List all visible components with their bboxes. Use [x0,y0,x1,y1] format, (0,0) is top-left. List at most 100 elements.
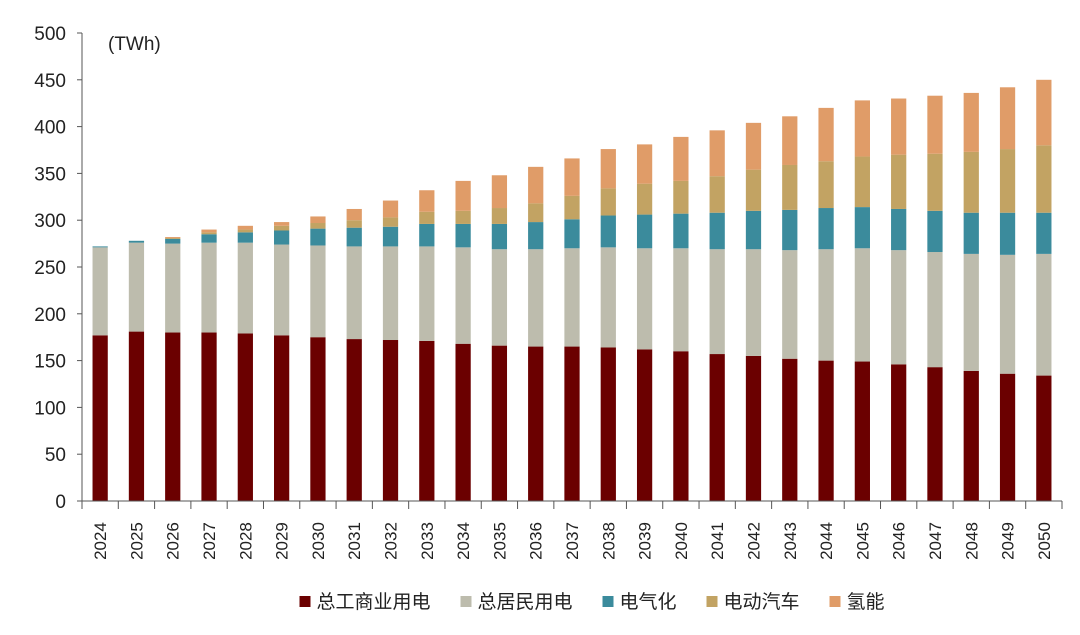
bar-segment [165,238,181,244]
bar-segment [310,223,326,229]
bar-segment [165,332,181,501]
bar-segment [745,355,762,501]
bar-segment [709,354,725,501]
bar-segment [491,175,508,209]
bar-segment [310,216,326,224]
bar-segment [419,223,435,247]
x-tick-label: 2032 [382,522,401,560]
bar-segment [1036,212,1052,254]
bar-segment [382,340,399,501]
bar-segment [455,180,471,211]
bar-segment [237,229,253,233]
bar-segment [854,207,870,249]
bar-segment [927,153,943,211]
bar-segment [564,158,580,196]
bar-segment [491,223,508,250]
bar-segment [891,154,907,209]
bar-segment [600,247,616,348]
legend-label: 氢能 [847,591,885,613]
x-tick-label: 2025 [127,522,146,560]
bar-segment [818,208,834,250]
bar-segment [419,340,435,501]
bar-segment [128,242,145,332]
bar-segment [963,92,979,152]
x-tick-label: 2024 [91,522,110,560]
x-tick-label: 2033 [418,522,437,560]
x-tick-label: 2047 [926,522,945,560]
bar-segment [274,222,290,226]
bar-segment [528,222,544,250]
bar-segment [528,166,544,204]
bar-segment [600,347,616,501]
bar-segment [491,208,508,224]
bar-segment [782,209,798,251]
bar-segment [237,225,253,230]
bar-segment [274,244,290,336]
bar-segment [745,122,762,170]
bar-segment [891,208,907,251]
bar-segment [1036,375,1052,501]
bar-segment [927,95,943,154]
legend-label: 总居民用电 [478,591,573,613]
bar-segment [455,247,471,344]
bar-segment [673,136,689,181]
bar-segment [528,203,544,223]
bar-segment [528,249,544,347]
bar-segment [274,335,290,501]
bar-segment [455,223,471,248]
y-tick-label: 500 [34,24,66,45]
bar-segment [419,211,435,224]
bar-segment [128,240,145,243]
legend-swatch [602,596,614,607]
x-tick-label: 2048 [962,522,981,560]
x-tick-label: 2042 [744,522,763,560]
x-tick-label: 2037 [563,522,582,560]
bar-segment [165,243,181,333]
bar-segment [564,346,580,501]
x-tick-label: 2049 [999,522,1018,560]
bar-segment [999,373,1016,501]
bar-segment [201,229,217,233]
bar-segment [999,212,1016,255]
bar-segment [636,144,653,184]
legend-swatch [829,596,841,607]
bar-segment [92,335,108,501]
legend-label: 电气化 [620,591,677,613]
bar-segment [854,248,870,362]
bar-segment [709,212,725,250]
bar-segment [382,217,399,227]
bar-segment [165,237,181,239]
y-tick-label: 100 [34,398,66,419]
bar-segment [927,252,943,368]
bar-segment [201,242,217,333]
bar-segment [92,246,108,248]
bar-segment [854,361,870,501]
bar-segment [237,232,253,243]
bar-segment [128,331,145,501]
bar-segment [310,245,326,338]
bar-segment [419,246,435,341]
bar-segment [854,100,870,157]
bar-segment [782,250,798,359]
bar-segment [346,339,362,501]
bar-segment [382,226,399,247]
y-tick-label: 450 [34,71,66,92]
y-tick-label: 150 [34,352,66,373]
x-tick-label: 2036 [527,522,546,560]
bar-segment [818,107,834,162]
bar-segment [201,232,217,235]
x-tick-label: 2031 [345,522,364,560]
bar-segment [891,250,907,365]
bar-segment [745,169,762,211]
bar-segment [999,149,1016,213]
bar-segment [745,210,762,250]
bar-segment [92,247,108,336]
y-tick-label: 350 [34,164,66,185]
bar-segment [274,230,290,245]
bar-segment [818,161,834,209]
bar-segment [673,180,689,214]
bar-segment [1036,253,1052,376]
bar-segment [528,346,544,501]
bar-segment [165,237,181,238]
